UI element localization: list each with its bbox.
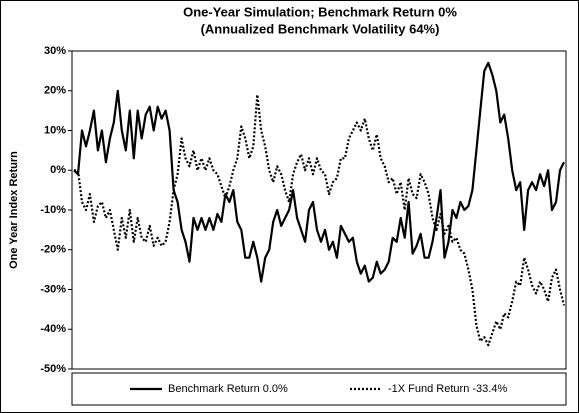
legend-label: Benchmark Return 0.0% [168,383,288,395]
y-tick-label: 20% [44,85,66,97]
series-line [74,93,566,347]
legend-label: -1X Fund Return -33.4% [388,383,507,395]
y-tick-label: -30% [40,283,66,295]
y-tick-label: -10% [40,204,66,216]
series-line [73,61,565,283]
y-tick-label: 0% [50,164,66,176]
chart-title: One-Year Simulation; Benchmark Return 0% [183,4,457,19]
chart-subtitle: (Annualized Benchmark Volatility 64%) [201,21,440,36]
plot-area [71,50,567,370]
y-axis-label: One Year Index Return [8,151,20,269]
y-tick-label: 10% [44,124,66,136]
y-tick-label: -40% [40,323,66,335]
y-tick-label: -50% [40,363,66,375]
y-tick-label: 30% [44,45,66,57]
y-tick-label: -20% [40,244,66,256]
